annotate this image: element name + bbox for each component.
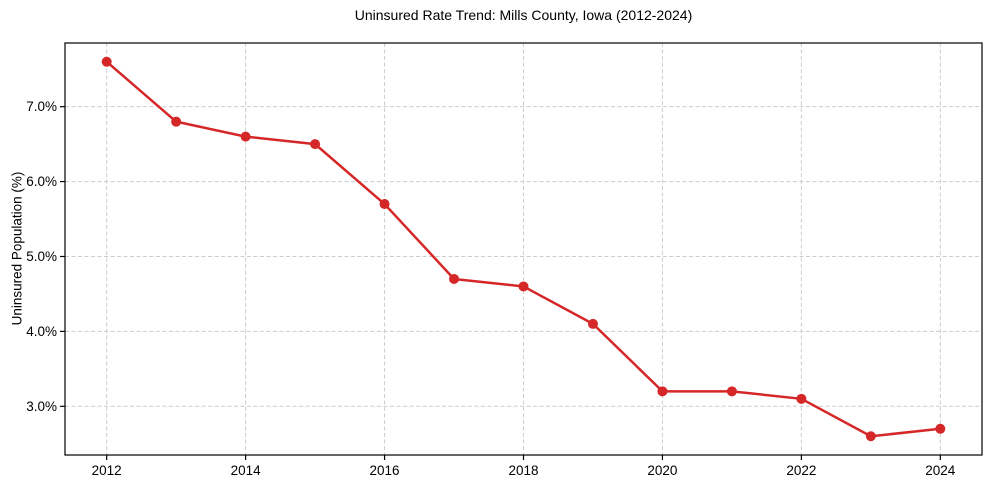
data-point [726, 386, 737, 397]
data-point [240, 131, 251, 142]
x-tick-label: 2024 [925, 463, 956, 478]
data-point [796, 393, 807, 404]
x-tick-label: 2012 [92, 463, 122, 478]
x-tick-label: 2020 [647, 463, 677, 478]
data-point [310, 139, 321, 150]
y-tick-label: 6.0% [26, 174, 57, 189]
x-tick-label: 2018 [508, 463, 538, 478]
data-point [449, 273, 460, 284]
y-tick-label: 7.0% [26, 99, 57, 114]
data-point [865, 431, 876, 442]
data-point [171, 116, 182, 127]
x-tick-label: 2022 [786, 463, 816, 478]
x-tick-label: 2014 [231, 463, 262, 478]
chart-title: Uninsured Rate Trend: Mills County, Iowa… [354, 7, 693, 23]
y-tick-label: 3.0% [26, 399, 57, 414]
x-tick-label: 2016 [370, 463, 400, 478]
data-point [657, 386, 668, 397]
data-point [101, 56, 112, 67]
data-point [935, 423, 946, 434]
data-point [518, 281, 529, 292]
y-tick-label: 5.0% [26, 249, 57, 264]
y-tick-label: 4.0% [26, 324, 57, 339]
data-point [379, 199, 390, 210]
data-point [587, 318, 598, 329]
